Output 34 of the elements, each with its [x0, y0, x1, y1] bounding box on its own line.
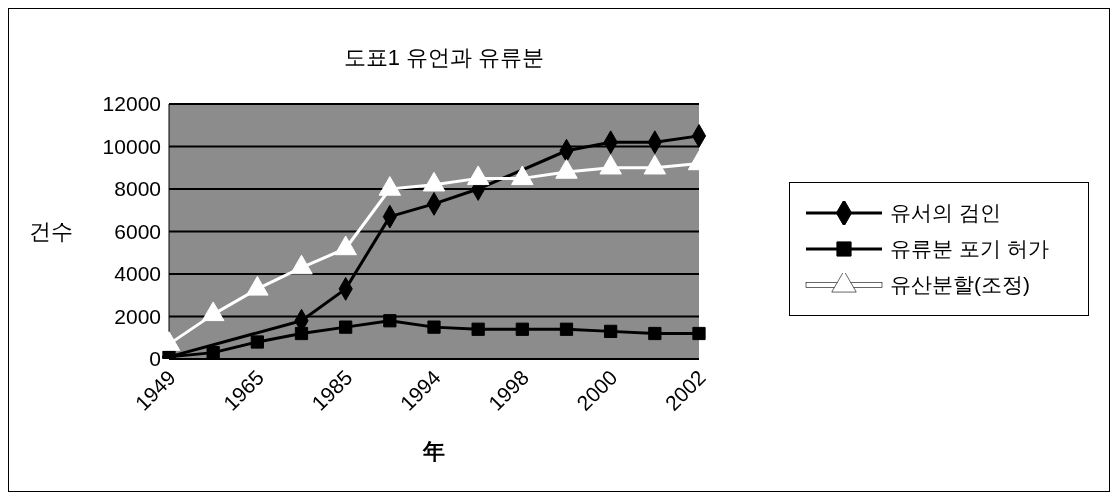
point [692, 326, 706, 341]
point [290, 254, 313, 275]
y-tick-label: 2000 [114, 304, 161, 328]
y-tick-label: 8000 [114, 177, 161, 201]
x-axis-title: 年 [422, 439, 445, 464]
point [422, 171, 446, 192]
point [250, 335, 264, 349]
y-tick-label: 0 [149, 347, 161, 371]
point [511, 165, 534, 186]
y-tick-label: 10000 [102, 134, 161, 158]
point [427, 320, 441, 334]
y-tick-label: 6000 [114, 219, 161, 243]
point [555, 159, 578, 179]
point [466, 165, 490, 186]
legend-label: 유서의 검인 [890, 200, 1001, 226]
point [599, 154, 622, 175]
point [383, 314, 397, 328]
point [515, 322, 529, 336]
point [206, 346, 220, 359]
point [604, 324, 618, 338]
point [339, 320, 353, 334]
y-tick-label: 4000 [114, 262, 161, 286]
chart-title: 도표1 유언과 유류분 [342, 44, 546, 72]
point [334, 235, 357, 256]
y-axis-title: 건수 [29, 219, 73, 245]
point [643, 154, 667, 175]
point [378, 176, 402, 196]
point [559, 322, 574, 336]
point [294, 326, 309, 341]
legend-label: 유류분 포기 허가 [890, 236, 1049, 262]
y-tick-label: 12000 [102, 92, 161, 116]
point [648, 326, 662, 341]
legend-label: 유산분할(조정) [890, 272, 1030, 298]
point [471, 322, 485, 336]
